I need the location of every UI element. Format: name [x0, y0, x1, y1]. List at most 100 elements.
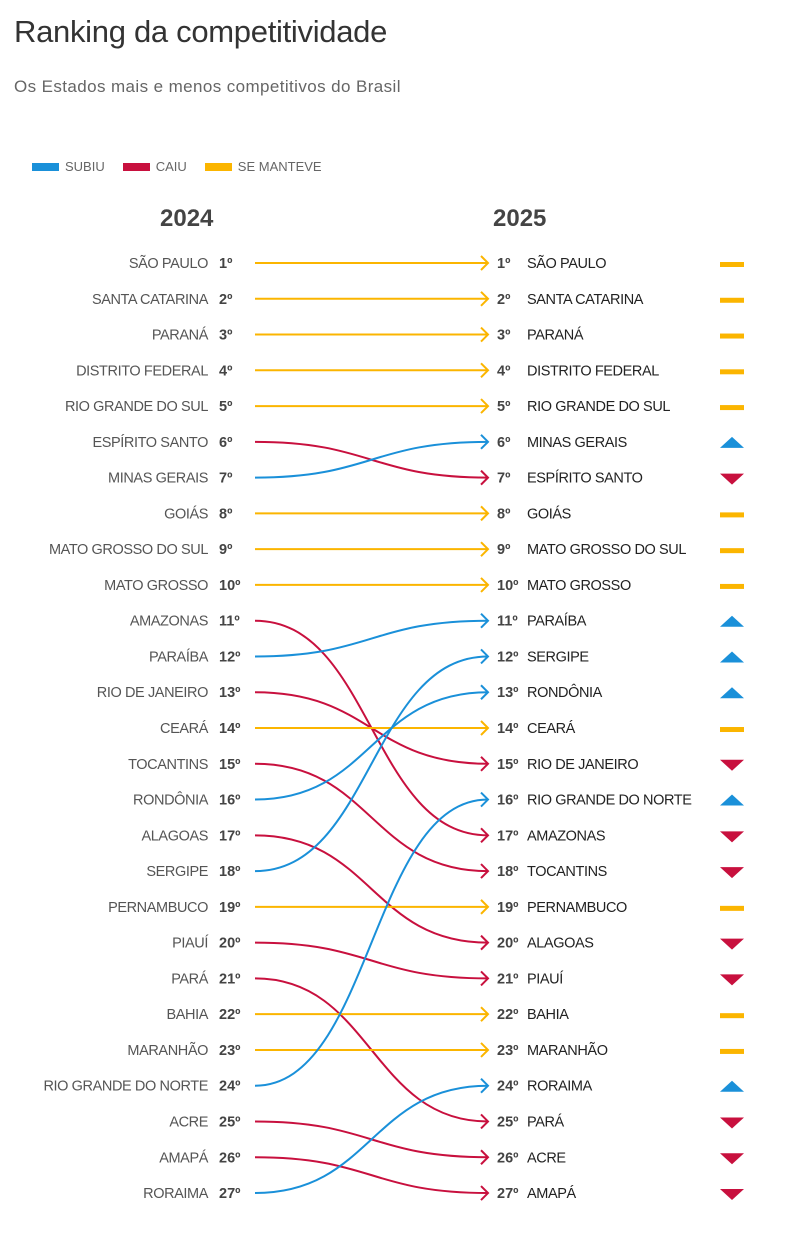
line-up [254, 798, 489, 1087]
same-dash-icon [720, 369, 744, 375]
right-rank-label: 22º [497, 1007, 519, 1023]
left-state-label: BAHIA [166, 1007, 208, 1023]
up-triangle-icon [720, 615, 744, 627]
legend-swatch-up [32, 162, 59, 171]
left-state-label: MINAS GERAIS [108, 471, 208, 487]
arrowhead [480, 1185, 490, 1201]
left-state-label: ACRE [169, 1114, 208, 1130]
right-rank-label: 11º [497, 614, 518, 630]
same-dash-icon [720, 583, 744, 589]
left-state-label: ESPÍRITO SANTO [92, 434, 208, 451]
down-triangle-icon [720, 938, 744, 950]
legend-item-same: SE MANTEVE [204, 159, 322, 174]
arrowhead [480, 362, 490, 379]
right-rank-label: 1º [497, 256, 511, 272]
arrowhead [480, 577, 490, 593]
right-state-label: MINAS GERAIS [527, 435, 627, 451]
right-rank-label: 7º [497, 471, 511, 487]
right-rank-label: 18º [497, 864, 519, 880]
right-rank-label: 2º [497, 292, 511, 308]
right-state-label: ALAGOAS [527, 936, 594, 952]
line-down [254, 834, 489, 944]
year-header-2025: 2025 [493, 205, 547, 232]
same-dash-icon [720, 1013, 744, 1019]
down-triangle-icon [720, 1189, 744, 1201]
up-triangle-icon [720, 436, 744, 448]
left-state-label: DISTRITO FEDERAL [76, 363, 208, 379]
left-rank-label: 26º [219, 1150, 241, 1166]
left-rank-label: 23º [219, 1043, 241, 1059]
down-triangle-icon [720, 759, 744, 771]
left-state-label: SÃO PAULO [129, 255, 208, 272]
right-rank-label: 16º [497, 793, 519, 809]
same-dash-icon [720, 297, 744, 303]
legend-label: CAIU [155, 159, 187, 174]
left-rank-label: 11º [219, 614, 240, 630]
right-rank-label: 23º [497, 1043, 519, 1059]
same-dash-icon [720, 727, 744, 733]
right-rank-label: 13º [497, 685, 519, 701]
line-up [254, 440, 489, 479]
right-state-label: PERNAMBUCO [527, 900, 627, 916]
left-rank-label: 7º [219, 471, 233, 487]
right-state-label: AMAZONAS [527, 828, 605, 844]
right-state-label: PARANÁ [527, 327, 584, 344]
right-rank-label: 4º [497, 363, 511, 379]
right-state-label: RIO GRANDE DO SUL [527, 399, 670, 415]
down-triangle-icon [720, 974, 744, 986]
down-triangle-icon [720, 473, 744, 485]
left-rank-label: 24º [219, 1079, 241, 1095]
right-rank-label: 19º [497, 900, 519, 916]
arrowhead [480, 1006, 490, 1022]
up-triangle-icon [720, 1080, 744, 1092]
right-state-label: BAHIA [527, 1007, 569, 1023]
left-state-label: SERGIPE [146, 864, 208, 880]
arrowhead [480, 1149, 490, 1165]
arrowhead [480, 684, 490, 700]
right-rank-label: 17º [497, 828, 519, 844]
arrowhead [480, 827, 490, 844]
right-state-label: MATO GROSSO [527, 578, 631, 594]
down-triangle-icon [720, 831, 744, 843]
arrowhead [480, 1078, 490, 1094]
left-rank-label: 21º [219, 971, 241, 987]
left-rank-label: 17º [219, 828, 241, 844]
left-rank-label: 20º [219, 936, 241, 952]
arrowhead [480, 434, 490, 450]
arrowhead [480, 398, 490, 414]
left-state-label: PIAUÍ [172, 935, 208, 952]
right-rank-label: 15º [497, 757, 519, 773]
arrowhead [480, 505, 490, 522]
left-state-label: RORAIMA [143, 1186, 209, 1202]
left-rank-label: 22º [219, 1007, 241, 1023]
left-rank-label: 15º [219, 757, 241, 773]
arrowhead [480, 756, 490, 772]
left-rank-label: 6º [219, 435, 233, 451]
right-state-label: RORAIMA [527, 1079, 593, 1095]
right-state-label: MATO GROSSO DO SUL [527, 542, 686, 558]
right-rank-label: 20º [497, 936, 519, 952]
arrowhead [480, 469, 490, 486]
right-rank-label: 10º [497, 578, 519, 594]
left-state-label: RIO DE JANEIRO [97, 685, 208, 701]
page-title: Ranking da competitividade [14, 14, 388, 49]
arrowhead [480, 791, 490, 808]
right-rank-label: 27º [497, 1186, 519, 1202]
right-state-label: MARANHÃO [527, 1042, 608, 1059]
right-state-label: PIAUÍ [527, 970, 563, 987]
left-rank-label: 18º [219, 864, 241, 880]
same-dash-icon [720, 548, 744, 554]
right-state-label: CEARÁ [527, 720, 576, 737]
same-dash-icon [720, 262, 744, 267]
legend-item-down: CAIU [122, 159, 187, 174]
arrowhead [480, 720, 490, 736]
right-state-label: SERGIPE [527, 649, 589, 665]
right-rank-label: 25º [497, 1114, 519, 1130]
same-dash-icon [720, 905, 744, 911]
arrowhead [480, 899, 490, 915]
right-state-label: ACRE [527, 1150, 566, 1166]
line-up [254, 691, 489, 801]
left-state-label: PARAÍBA [149, 648, 209, 665]
left-state-label: ALAGOAS [141, 828, 208, 844]
